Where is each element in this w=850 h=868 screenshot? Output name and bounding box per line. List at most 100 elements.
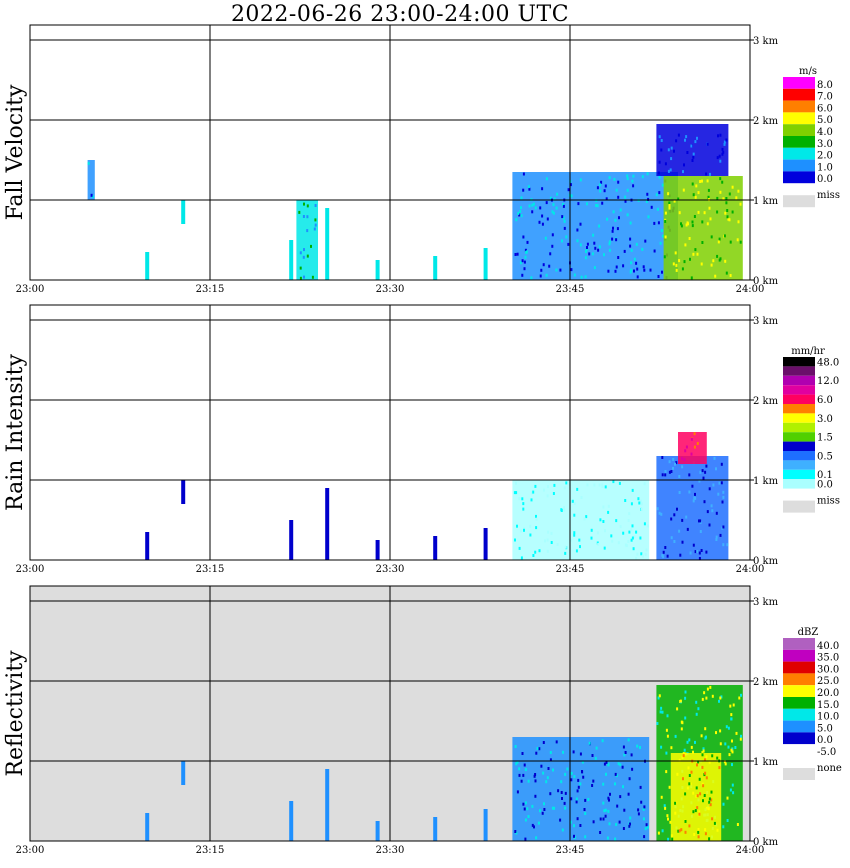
fall-velocity-echo-region bbox=[296, 200, 318, 280]
fall-velocity-legend-label: 2.0 bbox=[817, 151, 833, 162]
fall-velocity-x-tick-label: 23:00 bbox=[16, 284, 45, 295]
fall-velocity-echo-region bbox=[656, 124, 729, 176]
rain-intensity-legend-label: 0.0 bbox=[817, 480, 833, 491]
reflectivity-small-echo bbox=[325, 769, 330, 841]
reflectivity-y-tick-label: 0 km bbox=[753, 837, 779, 848]
reflectivity-echo-field bbox=[145, 685, 743, 841]
fall-velocity-x-tick-label: 23:15 bbox=[196, 284, 225, 295]
rain-intensity-legend-swatch bbox=[783, 404, 815, 414]
fall-velocity-small-echo bbox=[289, 240, 294, 280]
rain-intensity-small-echo bbox=[325, 488, 330, 560]
rain-intensity-legend-label: 6.0 bbox=[817, 395, 833, 406]
rain-intensity-small-echo bbox=[181, 480, 186, 504]
fall-velocity-y-tick-label: 3 km bbox=[753, 36, 779, 47]
rain-intensity-legend-swatch bbox=[783, 479, 815, 489]
fall-velocity-small-echo bbox=[145, 252, 150, 280]
fall-velocity-frame bbox=[29, 24, 751, 281]
reflectivity-legend-swatch bbox=[783, 744, 815, 756]
rain-intensity-x-tick-label: 23:00 bbox=[16, 564, 45, 575]
reflectivity-legend-label: 0.0 bbox=[817, 735, 833, 746]
rain-intensity-small-echo bbox=[483, 528, 488, 560]
reflectivity-x-tick-label: 23:45 bbox=[556, 845, 585, 856]
reflectivity-legend-label: 10.0 bbox=[817, 712, 839, 723]
reflectivity-axis-label: Reflectivity bbox=[3, 650, 28, 777]
rain-intensity-echo-region bbox=[512, 480, 650, 560]
reflectivity-y-tick-label: 2 km bbox=[753, 677, 779, 688]
reflectivity-legend-swatch bbox=[783, 697, 815, 709]
reflectivity-legend: dBZ 40.035.030.025.020.015.010.05.00.0-5.… bbox=[783, 627, 842, 780]
reflectivity-x-tick-label: 23:30 bbox=[376, 845, 405, 856]
rain-intensity-x-tick-label: 23:15 bbox=[196, 564, 225, 575]
rain-intensity-legend-swatch bbox=[783, 413, 815, 423]
fall-velocity-legend-label: 3.0 bbox=[817, 139, 833, 150]
reflectivity-panel: 0 km 1 km 2 km 3 km 23:00 23:15 23:30 23:45 24:0… bbox=[3, 585, 842, 856]
reflectivity-legend-swatch bbox=[783, 661, 815, 674]
rain-intensity-small-echo bbox=[375, 540, 380, 560]
reflectivity-small-echo bbox=[433, 817, 438, 841]
reflectivity-small-echo bbox=[145, 813, 150, 841]
fall-velocity-legend-swatch bbox=[783, 100, 815, 113]
reflectivity-legend-unit: dBZ bbox=[798, 627, 819, 638]
rain-intensity-x-tick-label: 23:45 bbox=[556, 564, 585, 575]
rain-intensity-legend-swatch bbox=[783, 422, 815, 433]
rain-intensity-legend-swatch bbox=[783, 469, 815, 480]
fall-velocity-y-tick-label: 0 km bbox=[753, 276, 779, 287]
rain-intensity-legend-swatch bbox=[783, 394, 815, 404]
fall-velocity-axis-label: Fall Velocity bbox=[3, 84, 28, 220]
rain-intensity-legend-swatch bbox=[783, 366, 815, 376]
fall-velocity-legend-swatch bbox=[783, 124, 815, 136]
rain-intensity-legend-label: 0.1 bbox=[817, 470, 833, 481]
reflectivity-small-echo bbox=[289, 801, 294, 841]
rain-intensity-legend-label: 48.0 bbox=[817, 357, 839, 368]
reflectivity-legend-swatch bbox=[783, 673, 815, 686]
reflectivity-legend-swatch bbox=[783, 638, 815, 650]
reflectivity-small-echo bbox=[375, 821, 380, 841]
fall-velocity-small-echo bbox=[181, 200, 186, 224]
reflectivity-legend-label: 15.0 bbox=[817, 700, 839, 711]
fall-velocity-legend-swatch bbox=[783, 171, 815, 184]
rain-intensity-legend-label: 0.5 bbox=[817, 451, 833, 462]
reflectivity-legend-label: 25.0 bbox=[817, 676, 839, 687]
rain-intensity-y-tick-label: 0 km bbox=[753, 556, 779, 567]
rain-intensity-echo-region bbox=[656, 456, 729, 560]
rain-intensity-small-echo bbox=[289, 520, 294, 560]
fall-velocity-grid bbox=[30, 25, 750, 280]
rain-intensity-echo-field bbox=[145, 432, 729, 560]
rain-intensity-legend-label: 1.5 bbox=[817, 433, 833, 444]
rain-intensity-legend-swatch bbox=[783, 385, 815, 395]
fall-velocity-legend-label: 8.0 bbox=[817, 80, 833, 91]
reflectivity-x-tick-label: 23:00 bbox=[16, 845, 45, 856]
rain-intensity-legend-swatch bbox=[783, 460, 815, 470]
fall-velocity-legend-label: 6.0 bbox=[817, 103, 833, 114]
reflectivity-x-tick-label: 24:00 bbox=[736, 845, 765, 856]
fall-velocity-legend-miss-swatch bbox=[783, 195, 815, 208]
fall-velocity-echo-region bbox=[87, 160, 95, 200]
chart-title: 2022-06-26 23:00-24:00 UTC bbox=[230, 2, 570, 27]
reflectivity-legend-label: 20.0 bbox=[817, 688, 839, 699]
fall-velocity-legend-label: 1.0 bbox=[817, 162, 833, 173]
fall-velocity-legend: m/s8.07.06.05.04.03.02.01.00.0 miss bbox=[783, 66, 840, 208]
fall-velocity-x-tick-label: 23:45 bbox=[556, 284, 585, 295]
rain-intensity-echo-region bbox=[678, 432, 707, 464]
reflectivity-legend-label: 5.0 bbox=[817, 723, 833, 734]
rain-intensity-small-echo bbox=[433, 536, 438, 560]
reflectivity-small-echo bbox=[181, 761, 186, 785]
fall-velocity-panel: 0 km 1 km 2 km 3 km 23:00 23:15 23:30 23:45 24:0… bbox=[3, 24, 840, 295]
reflectivity-frame bbox=[29, 585, 751, 842]
rain-intensity-legend-swatch bbox=[783, 375, 815, 386]
reflectivity-y-tick-label: 1 km bbox=[753, 757, 779, 768]
fall-velocity-legend-label: 5.0 bbox=[817, 115, 833, 126]
fall-velocity-y-tick-label: 1 km bbox=[753, 196, 779, 207]
rain-intensity-legend-miss-swatch bbox=[783, 500, 815, 513]
rain-intensity-legend-swatch bbox=[783, 432, 815, 442]
rain-intensity-legend-swatch bbox=[783, 357, 815, 367]
rain-intensity-x-tick-label: 24:00 bbox=[736, 564, 765, 575]
fall-velocity-legend-swatch bbox=[783, 77, 815, 89]
fall-velocity-legend-unit: m/s bbox=[799, 66, 817, 77]
fall-velocity-legend-swatch bbox=[783, 112, 815, 125]
reflectivity-grid bbox=[30, 586, 750, 841]
reflectivity-legend-label: 30.0 bbox=[817, 664, 839, 675]
reflectivity-legend-label: -5.0 bbox=[817, 747, 836, 758]
reflectivity-legend-swatch bbox=[783, 708, 815, 721]
rain-intensity-legend-unit: mm/hr bbox=[791, 346, 825, 357]
